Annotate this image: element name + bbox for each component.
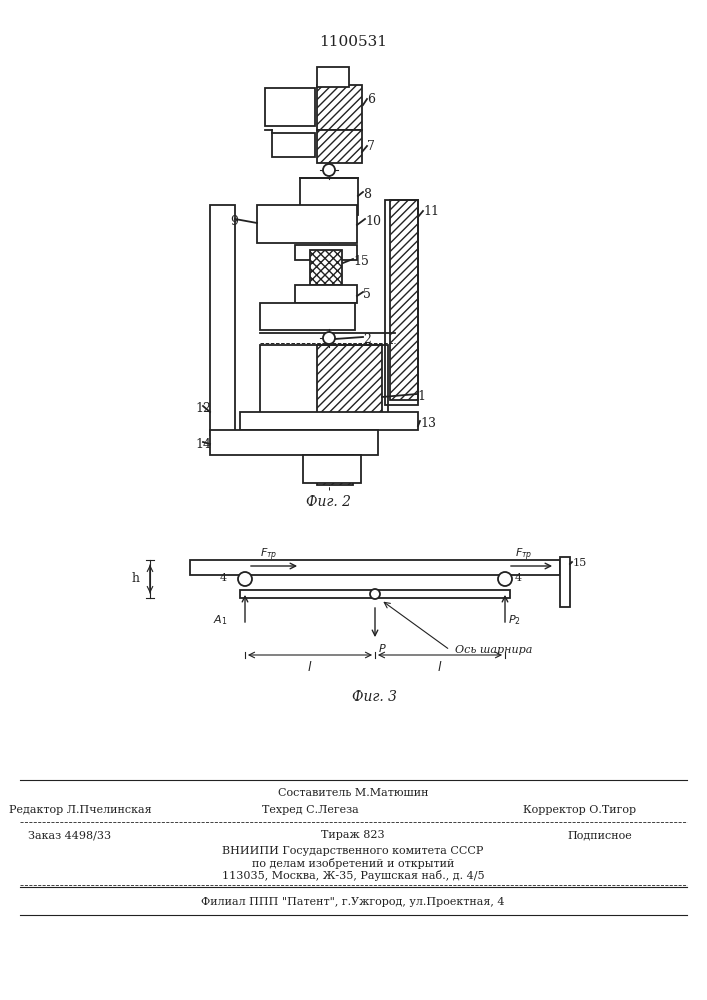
Circle shape	[238, 572, 252, 586]
Text: 4: 4	[219, 573, 226, 583]
Text: Ось шарнира: Ось шарнира	[455, 645, 532, 655]
Text: Заказ 4498/33: Заказ 4498/33	[28, 830, 112, 840]
Text: 13: 13	[420, 417, 436, 430]
Bar	[295, 285, 357, 303]
Bar	[265, 88, 315, 126]
Text: $P_2$: $P_2$	[508, 613, 521, 627]
Text: Филиал ППП "Патент", г.Ужгород, ул.Проектная, 4: Филиал ППП "Патент", г.Ужгород, ул.Проек…	[201, 897, 505, 907]
Bar	[210, 205, 235, 435]
Text: Подписное: Подписное	[568, 830, 632, 840]
Text: Фиг. 3: Фиг. 3	[353, 690, 397, 704]
Bar	[303, 455, 361, 483]
Text: 5: 5	[363, 288, 371, 301]
Circle shape	[370, 589, 380, 599]
Text: 2: 2	[363, 333, 371, 346]
Text: Техред С.Легеза: Техред С.Легеза	[262, 805, 358, 815]
Text: 11: 11	[423, 205, 439, 218]
Bar	[317, 130, 362, 163]
Bar	[300, 178, 358, 215]
Bar	[260, 303, 355, 330]
Bar	[295, 245, 357, 260]
Bar	[385, 200, 418, 405]
Text: 6: 6	[367, 93, 375, 106]
Text: $l$: $l$	[308, 660, 312, 674]
Text: 15: 15	[353, 255, 369, 268]
Text: 14: 14	[195, 438, 211, 451]
Bar	[260, 345, 388, 425]
Text: $F_{тр}$: $F_{тр}$	[260, 547, 278, 563]
Text: 1: 1	[417, 390, 425, 403]
Bar	[240, 590, 510, 598]
Text: 8: 8	[363, 188, 371, 201]
Bar	[210, 430, 378, 455]
Bar	[240, 412, 418, 430]
Bar	[257, 205, 357, 243]
Bar	[390, 200, 418, 400]
Text: 12: 12	[195, 402, 211, 415]
Bar	[272, 133, 315, 157]
Bar	[190, 560, 560, 575]
Text: 10: 10	[365, 215, 381, 228]
Circle shape	[498, 572, 512, 586]
Bar	[317, 67, 349, 87]
Text: Тираж 823: Тираж 823	[321, 830, 385, 840]
Text: Составитель М.Матюшин: Составитель М.Матюшин	[278, 788, 428, 798]
Bar	[317, 85, 362, 130]
Bar	[560, 557, 570, 607]
Text: h: h	[132, 572, 140, 585]
Text: $l$: $l$	[438, 660, 443, 674]
Bar	[317, 455, 353, 485]
Circle shape	[323, 164, 335, 176]
Text: 7: 7	[367, 140, 375, 153]
Bar	[317, 345, 382, 422]
Text: 113035, Москва, Ж-35, Раушская наб., д. 4/5: 113035, Москва, Ж-35, Раушская наб., д. …	[222, 870, 484, 881]
Text: 1100531: 1100531	[319, 35, 387, 49]
Text: 4: 4	[515, 573, 522, 583]
Text: ВНИИПИ Государственного комитета СССР: ВНИИПИ Государственного комитета СССР	[222, 846, 484, 856]
Bar	[310, 250, 342, 285]
Text: $F_{тр}$: $F_{тр}$	[515, 547, 532, 563]
Text: $A_1$: $A_1$	[213, 613, 227, 627]
Text: Фиг. 2: Фиг. 2	[307, 495, 351, 509]
Text: $P$: $P$	[378, 642, 387, 654]
Text: Корректор О.Тигор: Корректор О.Тигор	[523, 805, 636, 815]
Text: Редактор Л.Пчелинская: Редактор Л.Пчелинская	[8, 805, 151, 815]
Circle shape	[323, 332, 335, 344]
Text: по делам изобретений и открытий: по делам изобретений и открытий	[252, 858, 454, 869]
Text: 9: 9	[230, 215, 238, 228]
Text: 15: 15	[573, 558, 588, 568]
